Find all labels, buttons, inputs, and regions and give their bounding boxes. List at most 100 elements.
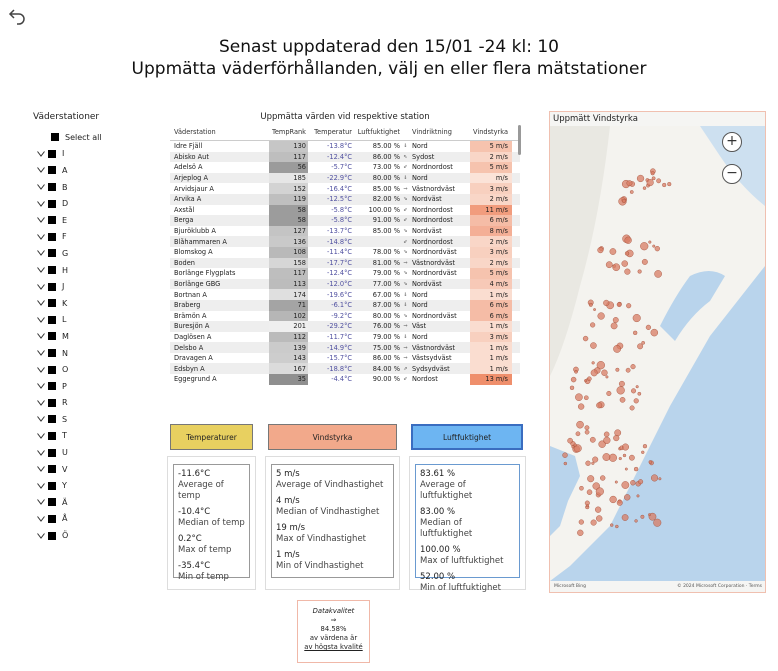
station-marker[interactable] bbox=[621, 198, 627, 203]
station-marker[interactable] bbox=[624, 494, 631, 501]
slicer-item[interactable]: B bbox=[33, 179, 133, 196]
station-marker[interactable] bbox=[597, 247, 604, 254]
station-marker[interactable] bbox=[629, 405, 635, 411]
station-marker[interactable] bbox=[603, 431, 610, 438]
station-marker[interactable] bbox=[609, 248, 617, 255]
checkbox[interactable] bbox=[48, 382, 56, 391]
station-marker[interactable] bbox=[616, 302, 622, 308]
station-marker[interactable] bbox=[648, 513, 651, 517]
station-marker[interactable] bbox=[574, 370, 578, 374]
slicer-item[interactable]: A bbox=[33, 162, 133, 179]
station-marker[interactable] bbox=[621, 514, 629, 521]
station-marker[interactable] bbox=[614, 429, 622, 437]
slicer-item[interactable]: P bbox=[33, 378, 133, 395]
chevron-down-icon[interactable] bbox=[37, 350, 45, 356]
station-marker[interactable] bbox=[591, 361, 595, 365]
table-row[interactable]: Braberg 71 -6.1°C 87.00 % ⇓ Nord 6 m/s bbox=[170, 299, 520, 311]
slicer-item[interactable]: G bbox=[33, 245, 133, 262]
station-marker[interactable] bbox=[593, 308, 596, 311]
chevron-down-icon[interactable] bbox=[37, 516, 45, 522]
slicer-item[interactable]: S bbox=[33, 411, 133, 428]
slicer-item[interactable]: E bbox=[33, 212, 133, 229]
station-marker[interactable] bbox=[641, 341, 645, 345]
table-row[interactable]: Boden 158 -17.7°C 81.00 % ⇒ Västnordväst 2 m/s bbox=[170, 257, 520, 269]
slicer-item[interactable]: L bbox=[33, 312, 133, 329]
col-header-temprank[interactable]: TempRank bbox=[271, 127, 306, 136]
checkbox[interactable] bbox=[48, 282, 56, 291]
slicer-item[interactable]: Y bbox=[33, 477, 133, 494]
station-marker[interactable] bbox=[603, 299, 610, 307]
slicer-item[interactable]: J bbox=[33, 278, 133, 295]
station-marker[interactable] bbox=[621, 260, 628, 267]
table-row[interactable]: Axstål 58 -5.8°C 100.00 % ⇙ Nordnordost 11 m/s bbox=[170, 204, 520, 216]
station-marker[interactable] bbox=[613, 435, 620, 442]
col-header-station[interactable]: Väderstation bbox=[174, 127, 216, 136]
station-marker[interactable] bbox=[622, 443, 629, 451]
station-marker[interactable] bbox=[615, 367, 620, 372]
back-icon[interactable] bbox=[8, 6, 28, 26]
station-marker[interactable] bbox=[630, 364, 636, 370]
station-marker[interactable] bbox=[624, 251, 630, 256]
zoom-in-button[interactable]: + bbox=[722, 132, 742, 152]
slicer-item[interactable]: V bbox=[33, 461, 133, 478]
station-marker[interactable] bbox=[578, 403, 585, 410]
chevron-down-icon[interactable] bbox=[37, 383, 45, 390]
station-marker[interactable] bbox=[650, 328, 659, 337]
col-header-winddir[interactable]: Vindriktning bbox=[412, 127, 452, 136]
checkbox[interactable] bbox=[48, 299, 56, 308]
dq-line2[interactable]: av högsta kvalité bbox=[304, 643, 363, 651]
station-marker[interactable] bbox=[667, 182, 672, 187]
checkbox[interactable] bbox=[48, 365, 56, 374]
station-marker[interactable] bbox=[651, 474, 659, 482]
copyright-text[interactable]: © 2024 Microsoft Corporation · Terms bbox=[677, 584, 762, 589]
chevron-down-icon[interactable] bbox=[37, 333, 45, 340]
station-marker[interactable] bbox=[590, 369, 598, 377]
map-canvas[interactable] bbox=[550, 126, 765, 581]
station-marker[interactable] bbox=[635, 385, 639, 389]
checkbox[interactable] bbox=[48, 232, 56, 241]
select-all-item[interactable]: Select all bbox=[33, 129, 133, 146]
station-marker[interactable] bbox=[616, 386, 625, 395]
slicer-item[interactable]: F bbox=[33, 229, 133, 246]
table-row[interactable]: Bjuröklubb A 127 -13.7°C 85.00 % ⇘ Nordväst 8 … bbox=[170, 225, 520, 237]
zoom-out-button[interactable]: − bbox=[722, 164, 742, 184]
chevron-down-icon[interactable] bbox=[37, 151, 45, 157]
station-marker[interactable] bbox=[588, 302, 593, 307]
station-marker[interactable] bbox=[586, 489, 593, 495]
chevron-down-icon[interactable] bbox=[37, 267, 45, 273]
station-marker[interactable] bbox=[651, 176, 656, 181]
station-marker[interactable] bbox=[653, 518, 662, 527]
slicer-item[interactable]: K bbox=[33, 295, 133, 312]
table-row[interactable]: Adelsö A 56 -5.7°C 73.00 % ⇙ Nordnordost 5 m/s bbox=[170, 162, 520, 173]
station-marker[interactable] bbox=[641, 258, 648, 265]
chevron-down-icon[interactable] bbox=[37, 466, 45, 472]
station-marker[interactable] bbox=[575, 393, 583, 401]
station-marker[interactable] bbox=[590, 322, 596, 328]
station-marker[interactable] bbox=[590, 519, 597, 526]
checkbox[interactable] bbox=[48, 166, 56, 175]
checkbox[interactable] bbox=[48, 498, 56, 507]
chevron-down-icon[interactable] bbox=[37, 449, 45, 456]
slicer-item[interactable]: U bbox=[33, 444, 133, 461]
table-row[interactable]: Idre Fjäll 130 -13.8°C 85.00 % ⇓ Nord 5 m/s bbox=[170, 141, 520, 152]
checkbox[interactable] bbox=[48, 315, 56, 324]
station-marker[interactable] bbox=[608, 453, 617, 462]
station-marker[interactable] bbox=[642, 444, 648, 449]
chevron-down-icon[interactable] bbox=[37, 399, 45, 406]
slicer-item[interactable]: H bbox=[33, 262, 133, 279]
windspeed-button[interactable]: Vindstyrka bbox=[268, 424, 397, 450]
table-row[interactable]: Eggegrund A 35 -4.4°C 90.00 % ⇙ Nordost 13 m/s bbox=[170, 374, 520, 385]
station-marker[interactable] bbox=[573, 443, 577, 447]
station-marker[interactable] bbox=[609, 495, 617, 504]
station-marker[interactable] bbox=[626, 303, 632, 309]
station-marker[interactable] bbox=[584, 429, 590, 435]
station-marker[interactable] bbox=[631, 388, 637, 394]
station-marker[interactable] bbox=[584, 425, 590, 431]
checkbox[interactable] bbox=[48, 465, 56, 474]
checkbox[interactable] bbox=[48, 249, 56, 258]
station-marker[interactable] bbox=[638, 479, 644, 485]
slicer-item[interactable]: O bbox=[33, 361, 133, 378]
station-marker[interactable] bbox=[610, 322, 618, 330]
station-marker[interactable] bbox=[567, 437, 573, 444]
checkbox[interactable] bbox=[48, 531, 56, 540]
